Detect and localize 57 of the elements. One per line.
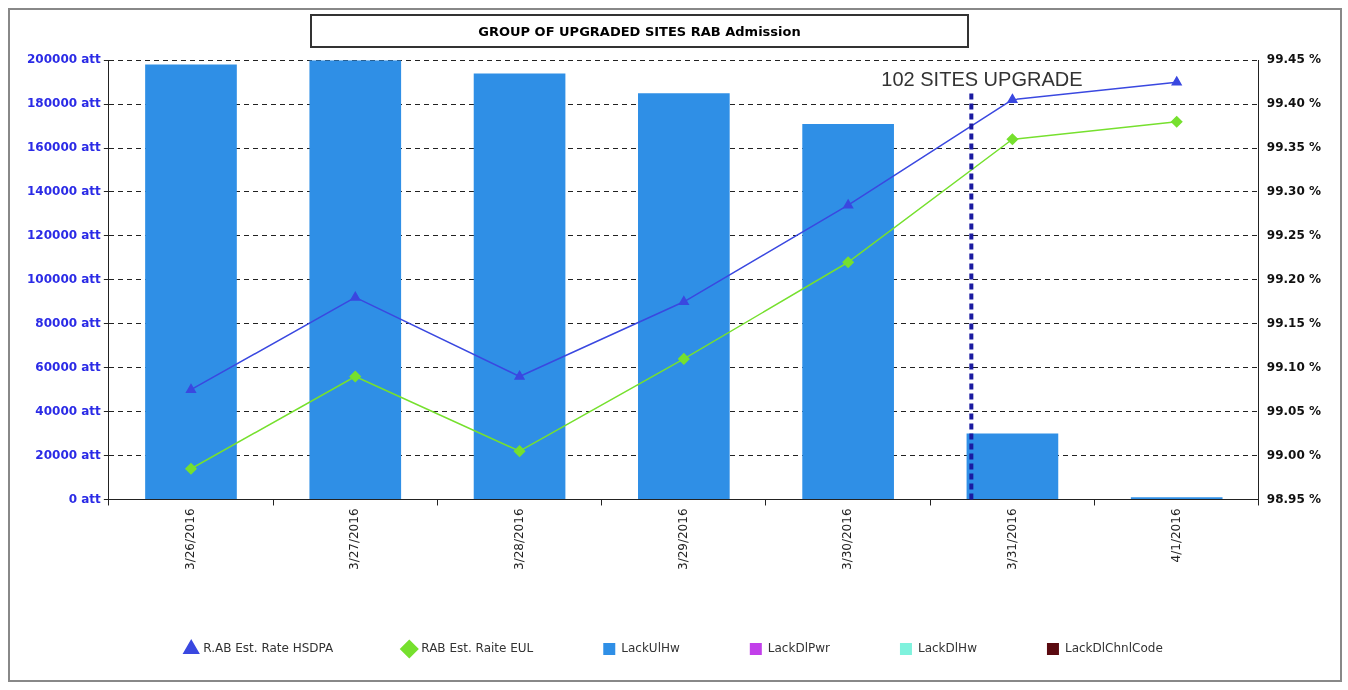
y-tick-label: 0 att [68, 491, 102, 506]
bar [309, 60, 402, 499]
x-tick-label: 4/1/2016 [1168, 508, 1183, 563]
legend-label: LackDlChnlCode [1064, 641, 1163, 656]
y2-tick-label: 98.95 % [1266, 491, 1322, 506]
point [678, 296, 689, 306]
bar [473, 73, 566, 499]
x-tick-label: 3/30/2016 [840, 508, 855, 570]
legend-label: LackUlHw [621, 641, 680, 656]
y-tick-label: 140000 att [26, 184, 102, 199]
x-tick-label: 3/28/2016 [511, 508, 526, 570]
y2-tick-label: 99.20 % [1266, 271, 1322, 286]
point [1171, 76, 1182, 86]
y-tick-label: 100000 att [26, 271, 102, 286]
chart-title: GROUP OF UPGRADED SITES RAB Admission [310, 14, 969, 48]
legend-label: LackDlHw [917, 641, 978, 656]
y-tick-label: 40000 att [35, 403, 102, 418]
bar [802, 123, 894, 499]
point [350, 291, 361, 301]
legend-label: RAB Est. Raite EUL [421, 641, 534, 656]
point [185, 383, 197, 393]
y2-tick-label: 99.10 % [1266, 359, 1322, 374]
point [349, 370, 362, 383]
point [843, 199, 854, 209]
point [514, 370, 525, 380]
y-tick-label: 20000 att [35, 447, 102, 462]
point [1006, 133, 1019, 146]
y2-tick-label: 99.40 % [1266, 96, 1322, 111]
y-tick-label: 80000 att [35, 315, 102, 330]
y-tick-label: 160000 att [26, 140, 102, 155]
y-tick-label: 200000 att [26, 52, 102, 67]
point [513, 445, 526, 457]
bar [145, 64, 237, 499]
point [1170, 115, 1183, 128]
y2-tick-label: 99.25 % [1266, 228, 1322, 243]
y-tick-label: 60000 att [35, 359, 102, 374]
y-tick-label: 120000 att [26, 228, 102, 243]
x-tick-label: 3/27/2016 [347, 508, 362, 570]
ref-line-label: 102 SITES UPGRADE [881, 67, 1083, 90]
y2-tick-label: 99.45 % [1266, 52, 1322, 67]
x-tick-label: 3/29/2016 [675, 508, 690, 570]
y2-tick-label: 99.00 % [1266, 447, 1322, 462]
y-tick-label: 180000 att [26, 96, 102, 111]
point [842, 256, 854, 269]
legend-label: R.AB Est. Rate HSDPA [203, 641, 335, 656]
x-tick-label: 3/26/2016 [183, 508, 198, 570]
legend-label: LackDlPwr [767, 641, 831, 656]
point [185, 462, 197, 475]
point [678, 353, 690, 365]
x-tick-label: 3/31/2016 [1004, 508, 1019, 570]
y2-tick-label: 99.15 % [1266, 315, 1322, 330]
y2-tick-label: 99.05 % [1266, 403, 1322, 418]
point [1007, 93, 1018, 103]
bar [638, 93, 730, 499]
y2-tick-label: 99.35 % [1266, 140, 1322, 155]
bar [966, 433, 1059, 499]
y2-tick-label: 99.30 % [1266, 184, 1322, 199]
